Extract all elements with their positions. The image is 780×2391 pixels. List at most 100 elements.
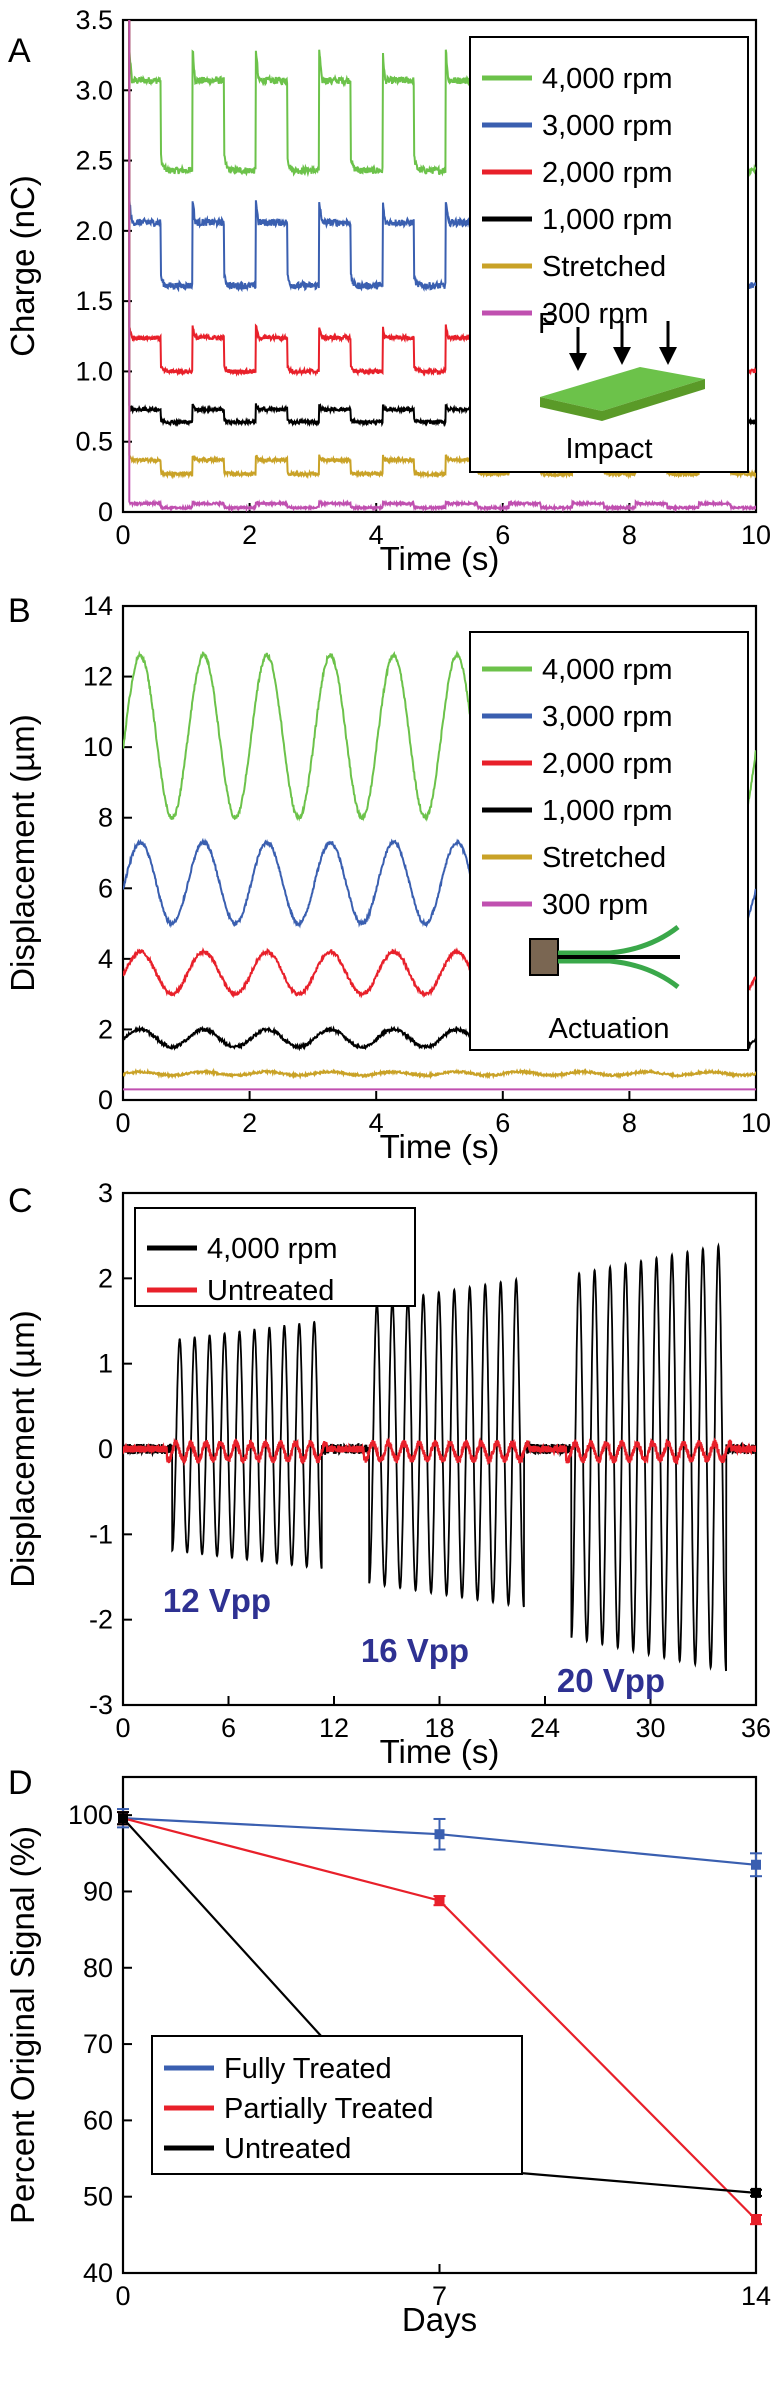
x-tick-label: 8 xyxy=(622,1108,637,1138)
legend-entry: Partially Treated xyxy=(224,2093,434,2125)
plate-side xyxy=(540,397,602,421)
burst-label: 20 Vpp xyxy=(557,1662,665,1699)
x-tick-label: 8 xyxy=(622,520,637,550)
x-tick-label: 7 xyxy=(432,2281,447,2311)
y-tick-label: 90 xyxy=(83,1876,113,1906)
legend-entry: 4,000 rpm xyxy=(542,654,673,686)
legend: 4,000 rpm 3,000 rpm 2,000 rpm 1,000 rpm Stre… xyxy=(469,631,749,1051)
panel-label-d: D xyxy=(8,1764,33,1802)
x-tick-label: 36 xyxy=(741,1713,771,1743)
marker xyxy=(434,1895,445,1906)
panel-d: D 0 7 14 40 50 60 70 80 90 100 Days Percent Original… xyxy=(4,1764,771,2338)
x-tick-label: 6 xyxy=(495,520,510,550)
marker xyxy=(751,2187,761,2198)
plate-front xyxy=(602,379,705,421)
legend-entry: 3,000 rpm xyxy=(542,110,673,142)
legend-entry: 1,000 rpm xyxy=(542,204,673,236)
legend-entry: 4,000 rpm xyxy=(207,1233,338,1265)
legend-entry: 2,000 rpm xyxy=(542,157,673,189)
y-tick-label: 0 xyxy=(98,497,113,527)
x-tick-label: 4 xyxy=(369,520,384,550)
beam-up xyxy=(558,925,680,956)
y-tick-label: 2 xyxy=(98,1014,113,1044)
panel-label-c: C xyxy=(8,1182,33,1220)
inset-label: Actuation xyxy=(549,1013,670,1045)
x-tick-label: 0 xyxy=(115,1108,130,1138)
y-tick-label: 6 xyxy=(98,873,113,903)
x-tick-label: 10 xyxy=(741,520,771,550)
legend-entry: 300 rpm xyxy=(542,298,648,330)
x-tick-label: 10 xyxy=(741,1108,771,1138)
y-tick-label: 8 xyxy=(98,803,113,833)
legend-entry: Stretched xyxy=(542,842,666,874)
series-line-4 xyxy=(123,1067,756,1080)
marker xyxy=(751,2214,761,2225)
y-axis-label: Displacement (µm) xyxy=(4,714,41,992)
legend-entry: Untreated xyxy=(207,1275,334,1307)
marker xyxy=(751,1859,761,1870)
legend: 4,000 rpm Untreated xyxy=(134,1207,416,1307)
actuator-icon xyxy=(529,925,680,989)
y-tick-label: 3.0 xyxy=(75,75,113,105)
y-tick-label: 1 xyxy=(98,1349,113,1379)
legend-frame xyxy=(151,2035,523,2175)
y-tick-label: 1.0 xyxy=(75,356,113,386)
y-tick-label: 4 xyxy=(98,944,113,974)
x-tick-label: 0 xyxy=(115,1713,130,1743)
x-axis-label: Time (s) xyxy=(380,540,500,577)
y-tick-label: 60 xyxy=(83,2105,113,2135)
plot-frame xyxy=(121,1775,758,2275)
x-axis-label: Time (s) xyxy=(380,1128,500,1165)
force-arrow-head xyxy=(569,353,587,371)
panel-b: B 0 2 4 6 8 10 0 2 4 6 8 10 12 14 Time (s) Displacement … xyxy=(4,591,771,1165)
data-point xyxy=(117,1811,129,1826)
y-tick-label: 40 xyxy=(83,2258,113,2288)
y-tick-label: -1 xyxy=(89,1519,113,1549)
x-tick-label: 6 xyxy=(495,1108,510,1138)
legend-entry: Untreated xyxy=(224,2133,351,2165)
marker xyxy=(118,1813,128,1824)
plot-frame xyxy=(121,18,758,514)
y-tick-label: 50 xyxy=(83,2182,113,2212)
y-tick-label: 0.5 xyxy=(75,427,113,457)
x-tick-label: 6 xyxy=(221,1713,236,1743)
impact-plate-icon xyxy=(540,321,705,421)
actuator-block xyxy=(529,938,559,976)
y-tick-label: 10 xyxy=(83,732,113,762)
data-point xyxy=(750,1852,762,1878)
plot-frame xyxy=(121,604,758,1102)
y-tick-label: 100 xyxy=(68,1800,113,1830)
data-point xyxy=(750,2187,762,2198)
legend-entry: 4,000 rpm xyxy=(542,63,673,95)
x-tick-label: 14 xyxy=(741,2281,771,2311)
x-tick-label: 2 xyxy=(242,1108,257,1138)
y-axis-label: Displacement (µm) xyxy=(4,1310,41,1588)
y-tick-label: 12 xyxy=(83,662,113,692)
force-label: F xyxy=(538,308,556,340)
x-tick-label: 24 xyxy=(530,1713,560,1743)
data-point xyxy=(433,1817,446,1851)
y-tick-label: -2 xyxy=(89,1605,113,1635)
legend-entry: 300 rpm xyxy=(542,889,648,921)
y-tick-label: 2.5 xyxy=(75,146,113,176)
force-arrow-head xyxy=(613,347,631,365)
x-axis-label: Days xyxy=(402,2301,477,2338)
plate-top xyxy=(540,367,705,411)
y-tick-label: 14 xyxy=(83,591,113,621)
legend-entry: 3,000 rpm xyxy=(542,701,673,733)
legend: 4,000 rpm 3,000 rpm 2,000 rpm 1,000 rpm Stre… xyxy=(469,36,749,473)
x-tick-label: 4 xyxy=(369,1108,384,1138)
y-tick-label: 1.5 xyxy=(75,286,113,316)
y-tick-label: -3 xyxy=(89,1690,113,1720)
y-tick-label: 70 xyxy=(83,2029,113,2059)
y-tick-label: 3.5 xyxy=(75,5,113,35)
y-tick-label: 2 xyxy=(98,1263,113,1293)
series-line-1 xyxy=(123,1437,756,1467)
legend-entry: 2,000 rpm xyxy=(542,748,673,780)
panel-label-a: A xyxy=(8,32,31,70)
legend-entry: Fully Treated xyxy=(224,2053,392,2085)
data-point xyxy=(433,1895,446,1907)
y-axis-label: Charge (nC) xyxy=(4,175,41,357)
panel-label-b: B xyxy=(8,592,31,630)
panel-a: A 0 2 4 6 8 10 0 0.5 1.0 1.5 2.0 2.5 3.0 3.5 Time (s) Ch… xyxy=(4,5,771,577)
